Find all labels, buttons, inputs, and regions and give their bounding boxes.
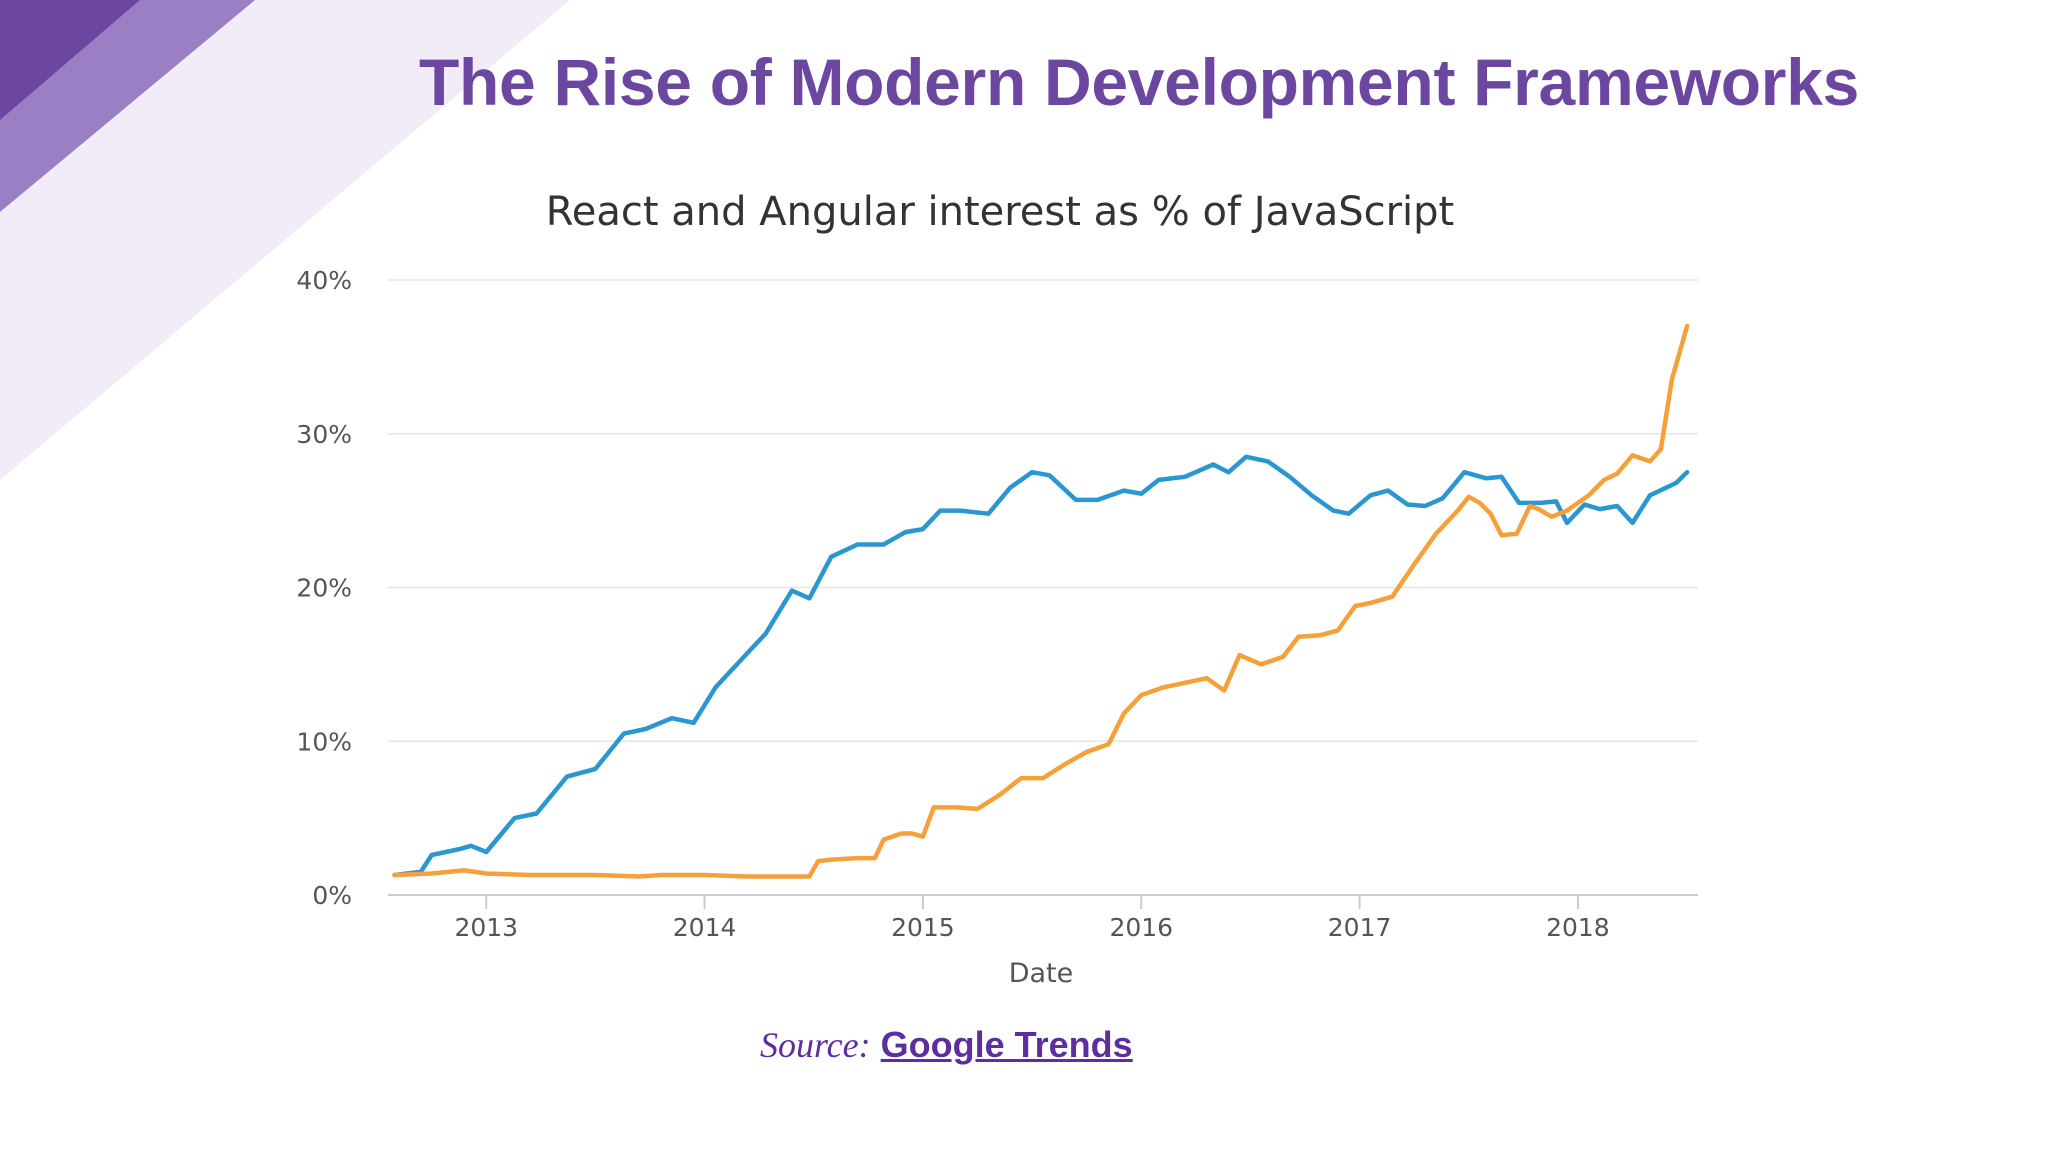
gridlines [388,279,1698,896]
chart-title: React and Angular interest as % of JavaS… [546,189,1454,235]
x-axis-title: Date [1009,958,1074,989]
x-tick-label: 2014 [673,913,737,942]
series-line-1 [392,454,1690,878]
y-tick-label: 10% [296,727,352,756]
y-axis: 0% 10% 20% 30% 40% [296,266,352,910]
y-tick-label: 30% [296,420,352,449]
x-tick-label: 2016 [1109,913,1173,942]
google-trends-link[interactable]: Google Trends [880,1024,1133,1065]
slide-title: The Rise of Modern Development Framework… [418,45,1860,119]
x-tick-label: 2017 [1328,913,1392,942]
x-tick-label: 2013 [454,913,518,942]
y-tick-label: 0% [312,881,352,910]
source-label: Source: [760,1025,871,1065]
x-tick-label: 2018 [1546,913,1610,942]
series-line-2 [392,323,1690,879]
x-tick-label: 2015 [891,913,955,942]
x-axis: 2013 2014 2015 2016 2017 2018 [454,895,1610,942]
source-line: Source: Google Trends [760,1024,1133,1066]
y-tick-label: 40% [296,266,352,295]
series-lines [392,323,1690,879]
y-tick-label: 20% [296,574,352,603]
